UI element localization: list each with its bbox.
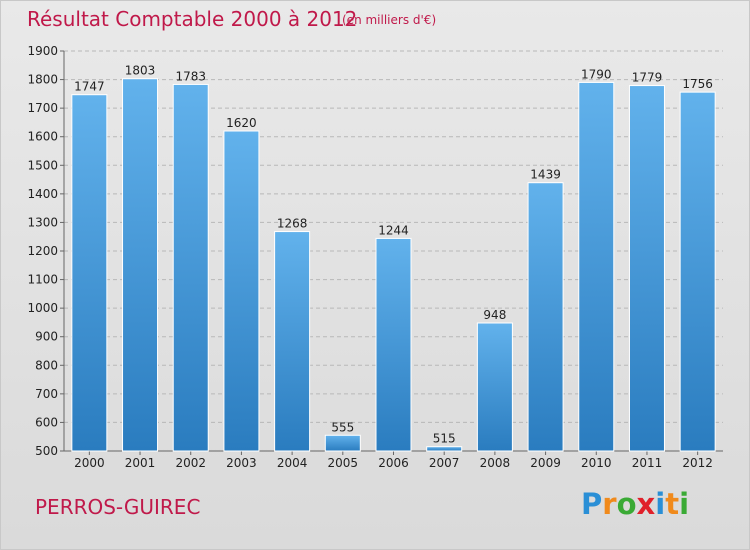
bar-2008 [476, 322, 513, 452]
bar-2001 [122, 78, 159, 452]
data-label-2005: 555 [331, 420, 354, 434]
x-tick-label-2002: 2002 [175, 456, 206, 470]
data-label-2011: 1779 [632, 71, 663, 85]
chart-subtitle: (en milliers d'€) [342, 13, 437, 27]
x-tick-label-2003: 2003 [226, 456, 257, 470]
x-tick-label-2001: 2001 [125, 456, 156, 470]
data-label-2001: 1803 [125, 64, 156, 78]
bar-2009 [527, 182, 564, 452]
data-label-2002: 1783 [175, 69, 206, 83]
y-tick-label-600: 600 [35, 415, 58, 429]
y-tick-label-1900: 1900 [27, 44, 58, 58]
y-tick-label-1600: 1600 [27, 130, 58, 144]
y-tick-label-1800: 1800 [27, 73, 58, 87]
logo-letter: i [655, 487, 666, 521]
bar-2005 [324, 434, 361, 452]
y-tick-label-1500: 1500 [27, 158, 58, 172]
x-tick-label-2012: 2012 [682, 456, 713, 470]
x-tick-label-2004: 2004 [277, 456, 308, 470]
y-tick-label-1100: 1100 [27, 273, 58, 287]
y-tick-label-1400: 1400 [27, 187, 58, 201]
data-label-2004: 1268 [277, 217, 308, 231]
data-labels: 1747 1803 1783 1620 1268 555 1244 515 948 1439 179… [74, 64, 713, 446]
bar-2003 [223, 130, 260, 452]
x-tick-label-2011: 2011 [632, 456, 663, 470]
bar-2010 [578, 81, 615, 452]
y-tick-label-1300: 1300 [27, 215, 58, 229]
y-tick-label-1000: 1000 [27, 301, 58, 315]
data-label-2007: 515 [433, 432, 456, 446]
city-name: PERROS-GUIREC [35, 495, 201, 519]
bar-2012 [679, 91, 716, 452]
y-tick-label-1200: 1200 [27, 244, 58, 258]
x-tick-label-2008: 2008 [480, 456, 511, 470]
x-tick-label-2000: 2000 [74, 456, 105, 470]
proxiti-logo[interactable]: Proxiti [581, 487, 689, 521]
logo-letter: t [665, 487, 680, 521]
bar-2006 [375, 237, 412, 452]
bar-2000 [71, 94, 108, 452]
logo-letter: r [602, 487, 617, 521]
y-tick-label-900: 900 [35, 330, 58, 344]
data-label-2006: 1244 [378, 223, 409, 237]
logo-letter: i [679, 487, 690, 521]
x-tick-label-2007: 2007 [429, 456, 460, 470]
data-label-2012: 1756 [682, 77, 713, 91]
y-tick-label-800: 800 [35, 358, 58, 372]
chart-title: Résultat Comptable 2000 à 2012 [27, 7, 358, 31]
bar-2004 [274, 231, 311, 452]
x-tick-label-2006: 2006 [378, 456, 409, 470]
logo-letter: o [616, 487, 637, 521]
bar-2002 [172, 83, 209, 452]
bar-2007 [426, 446, 463, 452]
axes: 500 600 700 800 900 1000 1100 1200 1300 1400 1500 1… [27, 44, 723, 470]
data-label-2009: 1439 [530, 168, 561, 182]
logo-letter: x [636, 487, 656, 521]
y-tick-label-500: 500 [35, 444, 58, 458]
data-label-2010: 1790 [581, 67, 612, 81]
data-label-2000: 1747 [74, 80, 105, 94]
bar-2011 [628, 85, 665, 452]
bars [71, 78, 716, 452]
data-label-2008: 948 [483, 308, 506, 322]
x-tick-label-2005: 2005 [328, 456, 359, 470]
logo-letter: P [581, 487, 603, 521]
x-tick-label-2009: 2009 [530, 456, 561, 470]
x-tick-label-2010: 2010 [581, 456, 612, 470]
y-tick-label-700: 700 [35, 387, 58, 401]
data-label-2003: 1620 [226, 116, 257, 130]
y-tick-label-1700: 1700 [27, 101, 58, 115]
